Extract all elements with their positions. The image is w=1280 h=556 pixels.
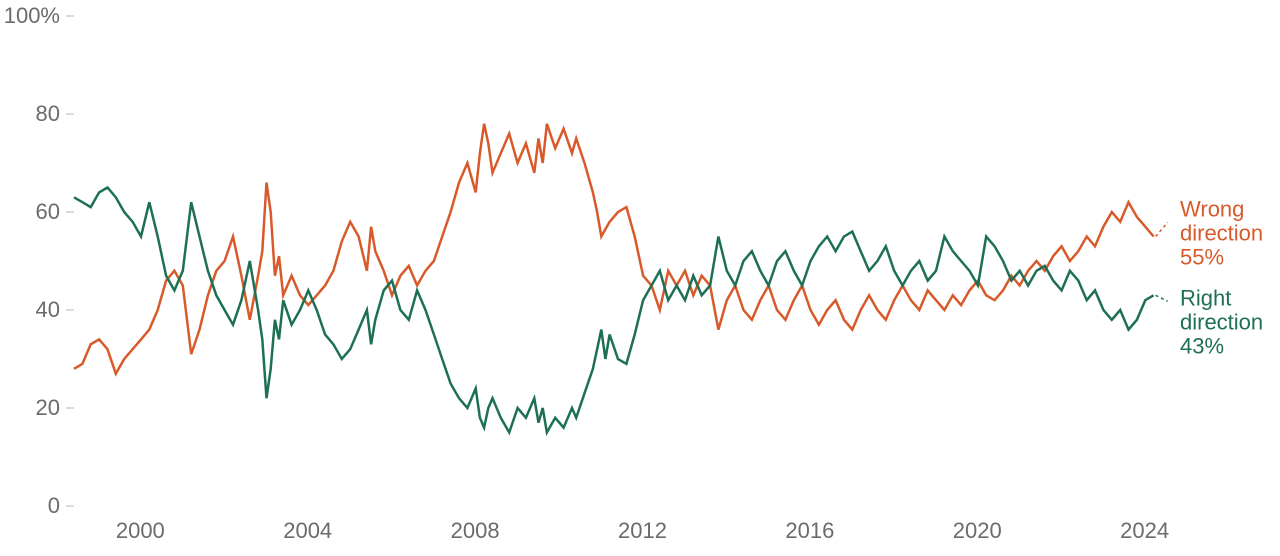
chart-svg: 0 20 40 60 80 100% 2000 2004 2008 2012 2016 2020 202… (0, 0, 1280, 556)
y-tick-label: 20 (36, 395, 60, 420)
y-tick-label: 0 (48, 493, 60, 518)
direction-line-chart: 0 20 40 60 80 100% 2000 2004 2008 2012 2016 2020 202… (0, 0, 1280, 556)
x-tick-label: 2008 (451, 518, 500, 543)
end-label-wrong: 55% (1180, 245, 1224, 270)
x-tick-label: 2004 (283, 518, 332, 543)
x-tick-label: 2016 (785, 518, 834, 543)
end-label-right: Right (1180, 285, 1231, 310)
x-tick-label: 2012 (618, 518, 667, 543)
end-label-wrong: direction (1180, 221, 1263, 246)
y-tick-label: 60 (36, 199, 60, 224)
y-tick-label: 80 (36, 101, 60, 126)
leader-right (1156, 295, 1168, 301)
y-tick-label: 100% (4, 3, 60, 28)
series-right (74, 188, 1154, 433)
end-label-wrong: Wrong (1180, 197, 1244, 222)
y-tick-label: 40 (36, 297, 60, 322)
x-tick-label: 2024 (1120, 518, 1169, 543)
end-label-right: direction (1180, 309, 1263, 334)
end-label-right: 43% (1180, 333, 1224, 358)
leader-wrong (1156, 223, 1168, 237)
series-wrong (74, 124, 1154, 374)
x-tick-label: 2020 (953, 518, 1002, 543)
x-tick-label: 2000 (116, 518, 165, 543)
